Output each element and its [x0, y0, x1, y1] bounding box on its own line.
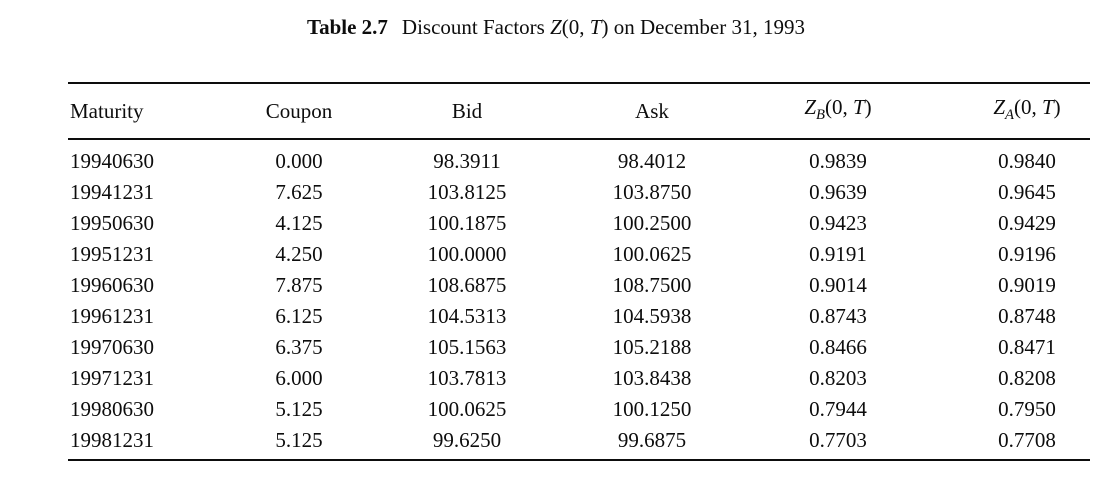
table-cell: 0.9639	[809, 180, 867, 205]
table-cell: 19940630	[70, 149, 154, 174]
table-body: 19940630 0.000 98.3911 98.4012 0.9839 0.9840 1…	[68, 139, 1090, 460]
table-cell: 103.8125	[427, 180, 507, 205]
table-cell: 0.9196	[998, 242, 1056, 267]
table-row: 19950630 4.125 100.1875 100.2500 0.9423 0.942…	[68, 208, 1090, 239]
zb-close: )	[864, 95, 872, 119]
table-cell: 0.9019	[998, 273, 1056, 298]
table-cell: 0.000	[275, 149, 323, 174]
table-cell: 19980630	[70, 397, 154, 422]
table-cell: 5.125	[275, 428, 323, 453]
table-cell: 0.9840	[998, 149, 1056, 174]
table-cell: 0.9191	[809, 242, 867, 267]
table-cell: 0.8203	[809, 366, 867, 391]
table-cell: 103.8750	[612, 180, 692, 205]
za-var: Z	[993, 95, 1005, 119]
table-cell: 105.1563	[427, 335, 507, 360]
column-header-coupon: Coupon	[256, 83, 342, 141]
table-row: 19970630 6.375 105.1563 105.2188 0.8466 0.847…	[68, 332, 1090, 363]
table-cell: 0.8208	[998, 366, 1056, 391]
caption-prefix: Discount Factors	[401, 15, 551, 39]
table-cell: 100.1250	[612, 397, 692, 422]
table-row: 19960630 7.875 108.6875 108.7500 0.9014 0.901…	[68, 270, 1090, 301]
table-cell: 99.6875	[617, 428, 687, 453]
caption-math-open: (0,	[561, 15, 590, 39]
caption-math-z: Z	[550, 15, 562, 39]
table-cell: 108.6875	[427, 273, 507, 298]
discount-factors-table: Maturity Coupon Bid Ask ZB(0, T) ZA(0, T…	[68, 82, 1090, 462]
table-cell: 104.5313	[427, 304, 507, 329]
caption-math-close: )	[601, 15, 609, 39]
zb-t: T	[852, 95, 865, 119]
za-close: )	[1053, 95, 1061, 119]
table-header: Maturity Coupon Bid Ask ZB(0, T) ZA(0, T…	[68, 83, 1090, 141]
zb-open: (0,	[824, 95, 853, 119]
table-caption: Table 2.7 Discount Factors Z(0, T) on Dec…	[0, 14, 1112, 40]
table-cell: 103.8438	[612, 366, 692, 391]
table-cell: 19970630	[70, 335, 154, 360]
table-cell: 105.2188	[612, 335, 692, 360]
table-cell: 0.8471	[998, 335, 1056, 360]
table-row: 19941231 7.625 103.8125 103.8750 0.9639 0.964…	[68, 177, 1090, 208]
table-cell: 19981231	[70, 428, 154, 453]
column-header-za: ZA(0, T)	[964, 83, 1090, 141]
table-cell: 5.125	[275, 397, 323, 422]
caption-math-t: T	[589, 15, 602, 39]
za-sub: A	[1005, 107, 1014, 124]
table-cell: 7.625	[275, 180, 323, 205]
table-cell: 0.9423	[809, 211, 867, 236]
table-cell: 0.7950	[998, 397, 1056, 422]
table-cell: 100.1875	[427, 211, 507, 236]
table-cell: 0.7703	[809, 428, 867, 453]
table-cell: 0.9429	[998, 211, 1056, 236]
table-cell: 98.4012	[617, 149, 687, 174]
table-row: 19971231 6.000 103.7813 103.8438 0.8203 0.820…	[68, 363, 1090, 394]
zb-var: Z	[804, 95, 816, 119]
za-t: T	[1041, 95, 1054, 119]
table-cell: 0.9014	[809, 273, 867, 298]
table-cell: 19941231	[70, 180, 154, 205]
table-cell: 0.8748	[998, 304, 1056, 329]
table-cell: 0.8743	[809, 304, 867, 329]
table-cell: 4.250	[275, 242, 323, 267]
table-cell: 100.0625	[612, 242, 692, 267]
table-row: 19940630 0.000 98.3911 98.4012 0.9839 0.9840	[68, 139, 1090, 177]
table-cell: 100.0625	[427, 397, 507, 422]
table-cell: 0.9839	[809, 149, 867, 174]
caption-suffix: on December 31, 1993	[608, 15, 805, 39]
table-cell: 0.9645	[998, 180, 1056, 205]
table-cell: 0.7708	[998, 428, 1056, 453]
table-cell: 100.0000	[427, 242, 507, 267]
table-row: 19961231 6.125 104.5313 104.5938 0.8743 0.874…	[68, 301, 1090, 332]
zb-sub: B	[816, 107, 825, 124]
table-cell: 6.000	[275, 366, 323, 391]
table-cell: 100.2500	[612, 211, 692, 236]
table-row: 19951231 4.250 100.0000 100.0625 0.9191 0.919…	[68, 239, 1090, 270]
column-header-zb: ZB(0, T)	[712, 83, 964, 141]
table-number: Table 2.7	[307, 15, 388, 39]
table-cell: 99.6250	[432, 428, 502, 453]
table-cell: 19950630	[70, 211, 154, 236]
table-cell: 19971231	[70, 366, 154, 391]
column-header-ask: Ask	[592, 83, 712, 141]
column-header-bid: Bid	[342, 83, 592, 141]
table-cell: 98.3911	[433, 149, 501, 174]
table-cell: 104.5938	[612, 304, 692, 329]
table-row: 19981231 5.125 99.6250 99.6875 0.7703 0.7708	[68, 425, 1090, 460]
table-cell: 19951231	[70, 242, 154, 267]
table-cell: 6.375	[275, 335, 323, 360]
za-open: (0,	[1013, 95, 1042, 119]
caption-text: Discount Factors Z(0, T) on December 31,…	[402, 15, 805, 39]
table-cell: 108.7500	[612, 273, 692, 298]
column-header-maturity: Maturity	[68, 83, 256, 141]
table-cell: 6.125	[275, 304, 323, 329]
table-cell: 7.875	[275, 273, 323, 298]
table-cell: 19960630	[70, 273, 154, 298]
table-cell: 103.7813	[427, 366, 507, 391]
table-cell: 4.125	[275, 211, 323, 236]
header-row: Maturity Coupon Bid Ask ZB(0, T) ZA(0, T…	[68, 83, 1090, 141]
table-row: 19980630 5.125 100.0625 100.1250 0.7944 0.795…	[68, 394, 1090, 425]
table-cell: 0.7944	[809, 397, 867, 422]
table-cell: 19961231	[70, 304, 154, 329]
table-cell: 0.8466	[809, 335, 867, 360]
